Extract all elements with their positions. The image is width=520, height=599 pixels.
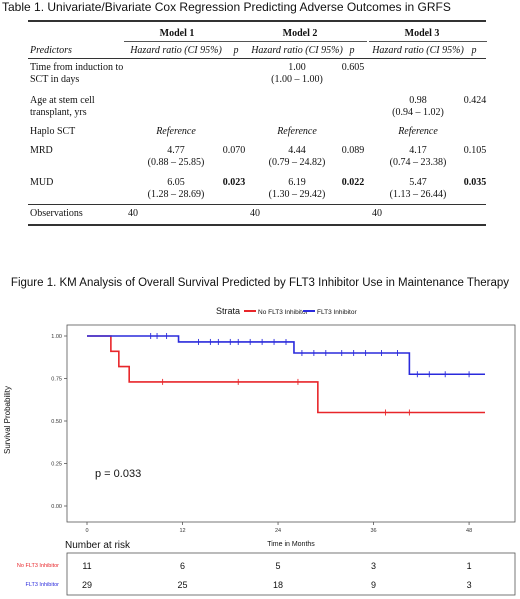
risk-count-0-4: 1 [467, 561, 472, 571]
predictors-header: Predictors [30, 45, 72, 56]
row3-m2-ref: Reference [277, 126, 317, 137]
row2-m3-p: 0.424 [463, 95, 487, 106]
y-tick-label-0: 0.00 [51, 504, 62, 510]
legend-label-no-flt3: No FLT3 Inhibitor [258, 309, 309, 316]
row1-m2-p: 0.605 [341, 62, 365, 73]
risk-row-label-0: No FLT3 Inhibitor [17, 563, 59, 569]
model-2-header: Model 2 [282, 28, 318, 39]
x-tick-label-4: 48 [466, 528, 472, 534]
m2-hr-header: Hazard ratio (CI 95%) [251, 45, 343, 56]
table-bottom-rule [28, 224, 486, 226]
row5-m1-p: 0.023 [222, 177, 246, 188]
row-label-time-induction: Time from induction to SCT in days [30, 62, 124, 85]
row4-m3-p: 0.105 [463, 145, 487, 156]
risk-count-1-0: 29 [82, 580, 92, 590]
risk-count-0-2: 5 [276, 561, 281, 571]
observations-m2: 40 [250, 208, 260, 219]
x-tick-label-0: 0 [85, 528, 88, 534]
m1-p-header: p [233, 45, 239, 56]
row5-m2-cell: 6.19 (1.30 – 29.42) [268, 177, 326, 200]
table-top-rule [28, 20, 486, 22]
row4-m1-p: 0.070 [222, 145, 246, 156]
row3-m3-ref: Reference [398, 126, 438, 137]
km-curve-no-flt3 [87, 335, 485, 414]
row4-m2-p: 0.089 [341, 145, 365, 156]
risk-layer: No FLT3 Inhibitor 11 6 5 3 1 FLT3 Inhibitor 29 2… [17, 561, 472, 590]
header-rule [28, 58, 486, 59]
plot-panel [66, 324, 516, 523]
row-label-age: Age at stem cell transplant, yrs [30, 95, 95, 118]
row-label-haplo: Haplo SCT [30, 126, 76, 137]
risk-row-label-1: FLT3 Inhibitor [25, 582, 59, 588]
risk-count-1-4: 3 [467, 580, 472, 590]
risk-table-title: Number at risk [65, 540, 131, 551]
observations-m1: 40 [128, 208, 138, 219]
risk-count-1-2: 18 [273, 580, 283, 590]
legend: Strata No FLT3 Inhibitor FLT3 Inhibitor [216, 306, 357, 316]
y-tick-label-2: 0.50 [51, 419, 62, 425]
legend-label-flt3: FLT3 Inhibitor [317, 309, 357, 316]
y-tick-label-1: 0.25 [51, 462, 62, 468]
plot-layer: 0.00 0.25 0.50 0.75 1.00 0 12 24 36 48 [51, 333, 485, 534]
row3-m1-ref: Reference [156, 126, 196, 137]
row-label-mud: MUD [30, 177, 54, 188]
model-2-rule [247, 41, 367, 42]
m1-hr-header: Hazard ratio (CI 95%) [130, 45, 222, 56]
model-3-rule [369, 41, 487, 42]
figure-title: Figure 1. KM Analysis of Overall Surviva… [10, 277, 510, 289]
risk-count-0-3: 3 [371, 561, 376, 571]
m2-p-header: p [349, 45, 355, 56]
risk-count-1-1: 25 [178, 580, 188, 590]
km-chart: Strata No FLT3 Inhibitor FLT3 Inhibitor … [3, 306, 516, 596]
risk-count-0-0: 11 [82, 561, 91, 571]
table-title: Table 1. Univariate/Bivariate Cox Regres… [2, 0, 451, 14]
observations-label: Observations [30, 208, 83, 219]
p-value-text: p = 0.033 [95, 468, 141, 480]
km-curve-flt3 [87, 335, 485, 376]
row5-m3-p: 0.035 [463, 177, 487, 188]
row4-m2-cell: 4.44 (0.79 – 24.82) [268, 145, 326, 168]
legend-title: Strata [216, 306, 240, 316]
row4-m1-cell: 4.77 (0.88 – 25.85) [147, 145, 205, 168]
y-tick-label-3: 0.75 [51, 377, 62, 383]
x-axis-label: Time in Months [267, 541, 315, 548]
row-label-mrd: MRD [30, 145, 53, 156]
row4-m3-cell: 4.17 (0.74 – 23.38) [389, 145, 447, 168]
row5-m2-p: 0.022 [341, 177, 365, 188]
row5-m1-cell: 6.05 (1.28 – 28.69) [147, 177, 205, 200]
risk-table-panel [66, 552, 516, 596]
model-1-header: Model 1 [159, 28, 195, 39]
x-tick-label-1: 12 [179, 528, 185, 534]
x-tick-label-2: 24 [275, 528, 281, 534]
y-axis-label: Survival Probability [3, 386, 12, 454]
y-tick-label-4: 1.00 [51, 334, 62, 340]
m3-hr-header: Hazard ratio (CI 95%) [372, 45, 464, 56]
model-1-rule [124, 41, 250, 42]
row1-m2-cell: 1.00 (1.00 – 1.00) [271, 62, 323, 85]
x-tick-label-3: 36 [370, 528, 376, 534]
observations-m3: 40 [372, 208, 382, 219]
m3-p-header: p [471, 45, 477, 56]
row5-m3-cell: 5.47 (1.13 – 26.44) [389, 177, 447, 200]
row2-m3-cell: 0.98 (0.94 – 1.02) [392, 95, 444, 118]
risk-count-0-1: 6 [180, 561, 185, 571]
model-3-header: Model 3 [404, 28, 440, 39]
body-rule [28, 204, 486, 205]
risk-count-1-3: 9 [371, 580, 376, 590]
